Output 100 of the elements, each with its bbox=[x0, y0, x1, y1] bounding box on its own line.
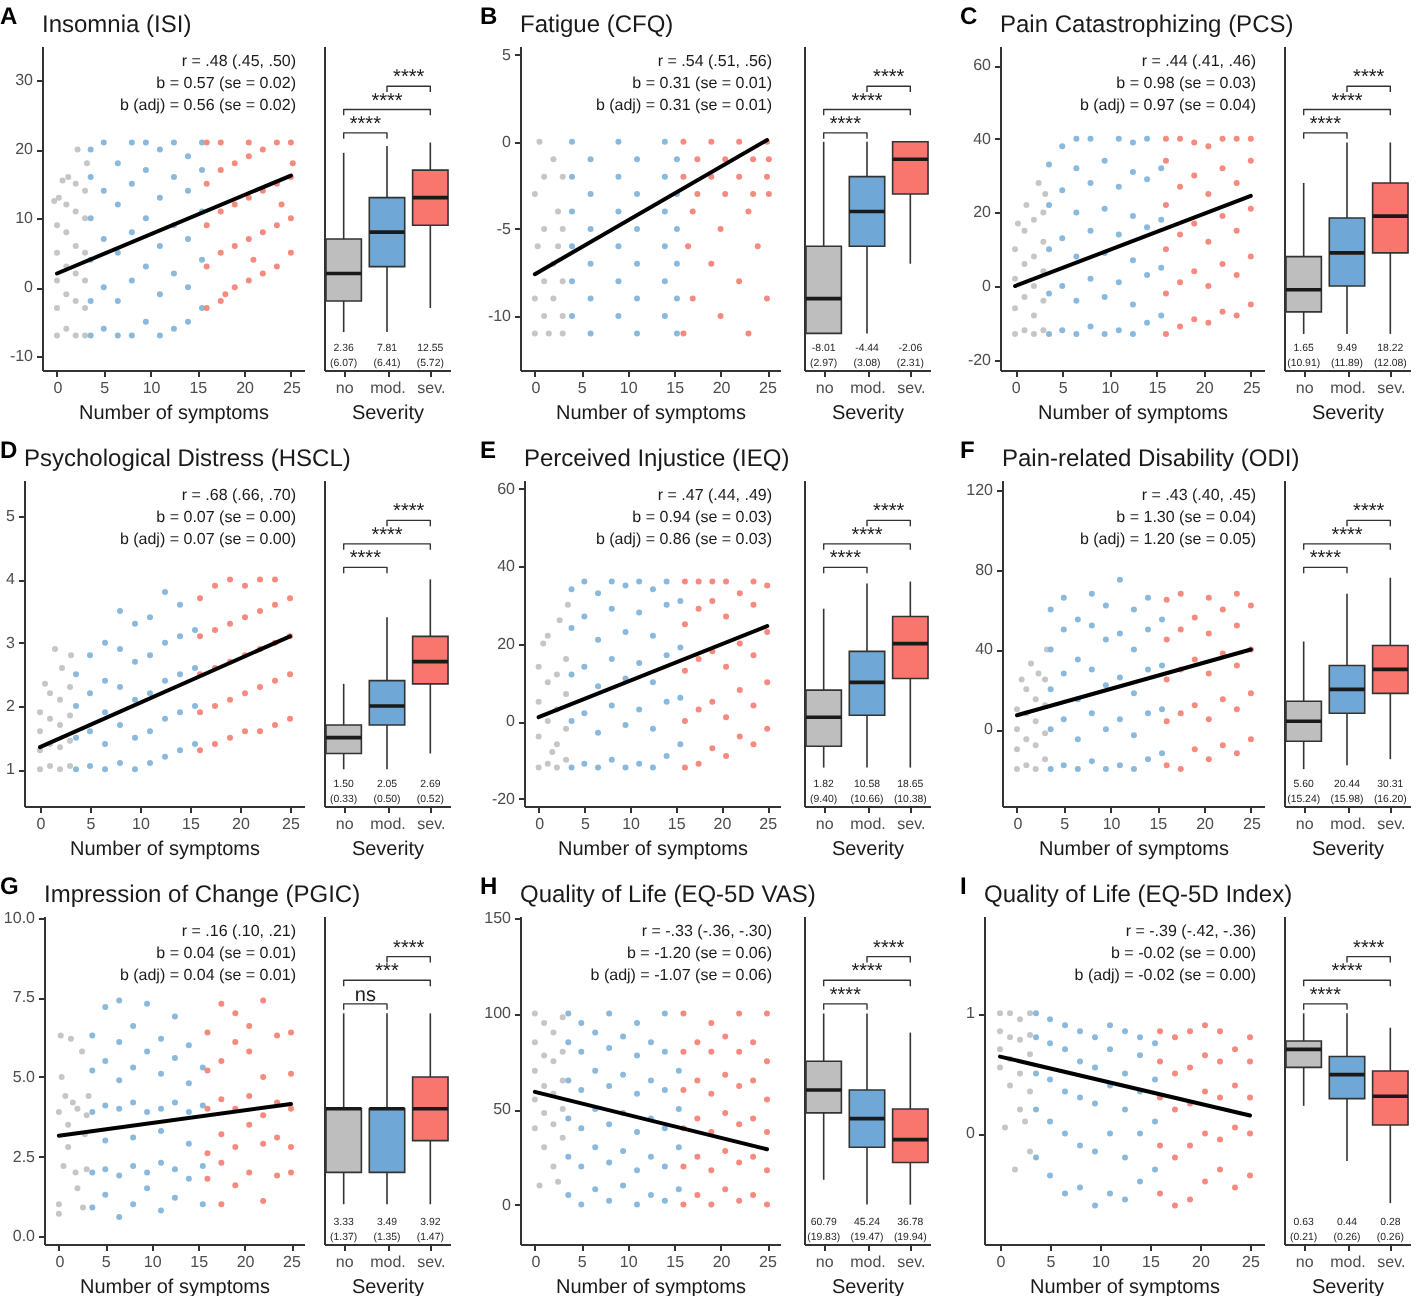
annotation: b (adj) = 0.86 (se = 0.03) bbox=[595, 530, 773, 548]
y-tick-label: 5.0 bbox=[12, 1067, 37, 1086]
x-tick-label: 20 bbox=[232, 815, 251, 833]
x-tick-label: 25 bbox=[759, 815, 779, 833]
y-tick-label: 1 bbox=[6, 760, 17, 779]
y-tick-label: 0 bbox=[984, 720, 995, 739]
x-tick-label: 10 bbox=[1102, 815, 1122, 833]
annotation: **** bbox=[1353, 67, 1385, 90]
x-tick-label: sev. bbox=[897, 815, 926, 833]
annotation: **** bbox=[851, 524, 883, 547]
x-tick-label: 15 bbox=[182, 815, 201, 833]
x-tick-label: 25 bbox=[283, 1253, 302, 1271]
x-tick-label: 5 bbox=[577, 379, 588, 397]
x-tick-label: no bbox=[815, 379, 835, 397]
annotation: r = -.39 (-.42, -.36) bbox=[1125, 922, 1257, 940]
x-tick-label: 0 bbox=[55, 1253, 66, 1271]
x-tick-label: 10 bbox=[1101, 379, 1121, 397]
annotation: **** bbox=[1353, 501, 1385, 524]
x-tick-label: 25 bbox=[282, 815, 301, 833]
x-tick-label: mod. bbox=[1330, 379, 1366, 397]
x-tick-label: mod. bbox=[370, 379, 406, 397]
chart-title: Psychological Distress (HSCL) bbox=[24, 444, 351, 472]
x-tick-label: 10 bbox=[1092, 1253, 1111, 1271]
x-tick-label: mod. bbox=[850, 379, 886, 397]
annotation: *** bbox=[375, 961, 399, 984]
annotation: b (adj) = 0.07 (se = 0.00) bbox=[119, 530, 297, 548]
x-tick-label: sev. bbox=[1377, 379, 1406, 397]
annotation: b = -1.20 (se = 0.06) bbox=[627, 944, 773, 962]
annotation: **** bbox=[1353, 937, 1385, 960]
x-tick-label: 15 bbox=[667, 815, 687, 833]
y-tick-label: 60 bbox=[973, 56, 993, 75]
annotation: ns bbox=[354, 984, 376, 1007]
y-tick-label: 0 bbox=[966, 1124, 977, 1143]
y-tick-label: 80 bbox=[975, 560, 995, 579]
y-tick-label: 100 bbox=[484, 1004, 513, 1023]
annotation: **** bbox=[393, 501, 425, 524]
annotation: b (adj) = 0.31 (se = 0.01) bbox=[595, 96, 773, 114]
text: D bbox=[0, 436, 18, 464]
y-tick-label: 30 bbox=[15, 71, 35, 90]
x-tick-label: 10 bbox=[143, 1253, 163, 1271]
y-tick-label: 40 bbox=[975, 640, 995, 659]
x-tick-label: 0 bbox=[53, 379, 64, 397]
y-tick-label: 0 bbox=[24, 278, 35, 297]
x-tick-label: no bbox=[1295, 1253, 1315, 1271]
x-tick-label: 5 bbox=[1058, 379, 1069, 397]
y-tick-label: 20 bbox=[15, 140, 35, 159]
x-axis-title: Number of symptoms bbox=[557, 839, 749, 861]
annotation: b = 1.30 (se = 0.04) bbox=[1116, 508, 1257, 526]
x-axis-title: Severity bbox=[1311, 839, 1385, 861]
annotation: **** bbox=[873, 67, 905, 90]
text: F bbox=[960, 436, 975, 464]
chart-title: Quality of Life (EQ-5D VAS) bbox=[520, 880, 816, 908]
x-tick-label: sev. bbox=[1377, 1253, 1406, 1271]
y-tick-label: -20 bbox=[967, 350, 993, 369]
text: C bbox=[960, 2, 978, 30]
annotation: **** bbox=[1331, 90, 1363, 113]
annotation: **** bbox=[349, 113, 382, 136]
x-axis-title: Number of symptoms bbox=[1037, 403, 1229, 425]
y-tick-label: 20 bbox=[973, 203, 993, 222]
x-tick-label: 25 bbox=[759, 1253, 778, 1271]
x-tick-label: 0 bbox=[535, 815, 546, 833]
x-tick-label: no bbox=[815, 815, 835, 833]
text: A bbox=[0, 2, 18, 30]
x-tick-label: mod. bbox=[850, 1253, 886, 1271]
x-tick-label: no bbox=[815, 1253, 835, 1271]
x-tick-label: mod. bbox=[1330, 815, 1366, 833]
x-tick-label: 10 bbox=[619, 379, 639, 397]
text: G bbox=[0, 872, 19, 900]
x-tick-label: 15 bbox=[1149, 815, 1169, 833]
y-tick-label: 2 bbox=[6, 696, 17, 715]
annotation: b = 0.07 (se = 0.00) bbox=[156, 508, 297, 526]
annotation: **** bbox=[829, 984, 862, 1007]
annotation: b (adj) = 0.97 (se = 0.04) bbox=[1079, 96, 1257, 114]
annotation: **** bbox=[371, 90, 403, 113]
y-tick-label: 5 bbox=[502, 45, 513, 64]
x-axis-title: Severity bbox=[831, 839, 905, 861]
x-axis-title: Number of symptoms bbox=[78, 403, 270, 425]
x-axis-title: Number of symptoms bbox=[555, 403, 747, 425]
x-tick-label: sev. bbox=[897, 1253, 926, 1271]
x-tick-label: sev. bbox=[417, 379, 446, 397]
x-tick-label: mod. bbox=[1330, 1253, 1366, 1271]
y-tick-label: 0 bbox=[982, 277, 993, 296]
x-tick-label: 5 bbox=[100, 379, 111, 397]
annotation: **** bbox=[829, 548, 862, 571]
annotation: **** bbox=[873, 501, 905, 524]
x-tick-label: sev. bbox=[1377, 815, 1406, 833]
annotation: **** bbox=[1331, 524, 1363, 547]
x-tick-label: no bbox=[1295, 815, 1315, 833]
y-tick-label: 40 bbox=[973, 129, 993, 148]
x-tick-label: no bbox=[335, 1253, 355, 1271]
annotation: b = 0.98 (se = 0.03) bbox=[1116, 74, 1257, 92]
y-tick-label: -10 bbox=[487, 307, 513, 325]
x-tick-label: 25 bbox=[1242, 379, 1262, 397]
annotation: **** bbox=[851, 961, 883, 984]
y-tick-label: 0 bbox=[502, 1195, 513, 1214]
x-tick-label: 25 bbox=[1242, 1253, 1261, 1271]
annotation: **** bbox=[393, 937, 425, 960]
x-tick-label: 10 bbox=[142, 379, 162, 397]
y-tick-label: 2.5 bbox=[12, 1147, 37, 1166]
x-tick-label: sev. bbox=[417, 815, 446, 833]
